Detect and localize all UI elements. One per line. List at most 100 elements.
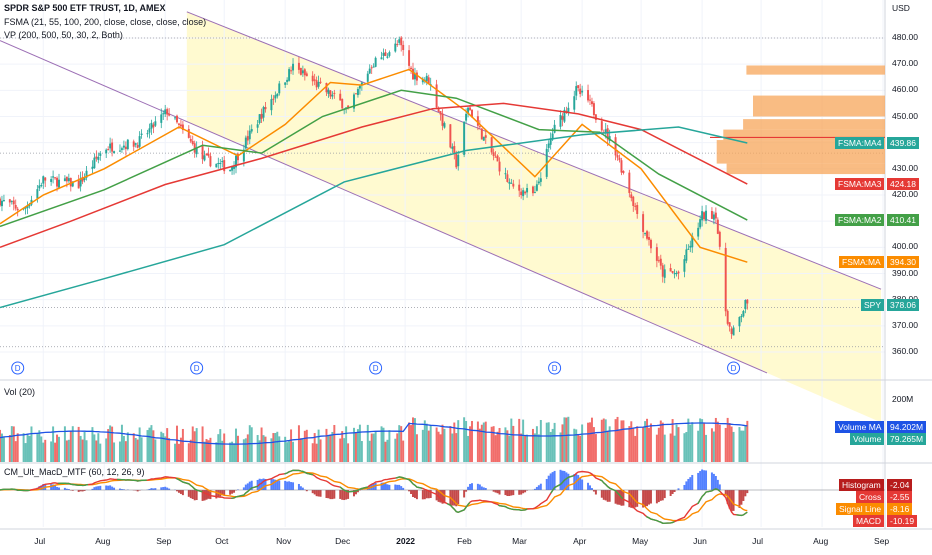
candle-body bbox=[166, 109, 168, 114]
volume-bar bbox=[674, 436, 676, 462]
volume-bar bbox=[93, 434, 95, 462]
candle-body bbox=[207, 154, 209, 156]
candle-body bbox=[719, 232, 721, 247]
volume-bar bbox=[449, 426, 451, 462]
candle-body bbox=[176, 116, 178, 123]
tag-value-spy: 378.06 bbox=[887, 299, 919, 311]
volume-bar bbox=[331, 432, 333, 462]
volume-bar bbox=[538, 434, 540, 462]
volume-bar bbox=[595, 434, 597, 462]
volume-bar bbox=[729, 423, 731, 462]
candle-body bbox=[678, 272, 680, 274]
candle-body bbox=[292, 64, 294, 71]
candle-body bbox=[561, 116, 563, 120]
volume-bar bbox=[86, 440, 88, 462]
candle-body bbox=[660, 259, 662, 266]
macd-histogram-bar bbox=[93, 487, 95, 490]
volume-bar bbox=[105, 438, 107, 462]
candle-body bbox=[111, 143, 113, 152]
candle-body bbox=[369, 69, 371, 74]
macd-histogram-bar bbox=[713, 474, 715, 490]
volume-bar bbox=[408, 423, 410, 462]
candle-body bbox=[231, 167, 233, 171]
volume-bar bbox=[125, 441, 127, 462]
candle-body bbox=[42, 176, 44, 183]
volume-bar bbox=[11, 426, 13, 462]
candle-body bbox=[676, 273, 678, 274]
volume-panel-title: Vol (20) bbox=[4, 387, 35, 397]
candle-body bbox=[587, 90, 589, 100]
candle-body bbox=[137, 145, 139, 148]
candle-body bbox=[339, 94, 341, 101]
volume-bar bbox=[152, 430, 154, 462]
macd-histogram-bar bbox=[325, 490, 327, 498]
volume-bar bbox=[233, 443, 235, 462]
candle-body bbox=[119, 151, 121, 152]
macd-histogram-bar bbox=[331, 490, 333, 499]
volume-bar bbox=[304, 431, 306, 462]
candle-body bbox=[221, 161, 223, 162]
volume-bar bbox=[678, 427, 680, 462]
candle-body bbox=[398, 39, 400, 43]
candle-body bbox=[455, 154, 457, 168]
candle-body bbox=[154, 121, 156, 125]
macd-histogram-bar bbox=[245, 485, 247, 490]
macd-histogram-bar bbox=[290, 482, 292, 490]
candle-body bbox=[329, 90, 331, 96]
macd-histogram-bar bbox=[288, 481, 290, 490]
macd-histogram-bar bbox=[318, 490, 320, 497]
volume-bar bbox=[744, 425, 746, 462]
candle-body bbox=[581, 91, 583, 93]
volume-bar bbox=[676, 425, 678, 462]
macd-histogram-bar bbox=[402, 488, 404, 490]
macd-histogram-bar bbox=[457, 490, 459, 504]
volume-bar bbox=[243, 439, 245, 462]
candle-body bbox=[312, 76, 314, 82]
candle-body bbox=[1, 201, 3, 206]
candle-body bbox=[68, 178, 70, 181]
volume-bar bbox=[603, 418, 605, 462]
macd-histogram-bar bbox=[56, 487, 58, 490]
volume-bar bbox=[672, 419, 674, 462]
candle-body bbox=[141, 134, 143, 135]
candle-body bbox=[15, 205, 17, 209]
macd-histogram-bar bbox=[107, 486, 109, 490]
candle-body bbox=[245, 138, 247, 149]
volume-bar bbox=[579, 436, 581, 462]
price-tick-label: 400.00 bbox=[892, 241, 918, 251]
macd-histogram-bar bbox=[522, 490, 524, 493]
candle-body bbox=[493, 152, 495, 156]
macd-histogram-bar bbox=[453, 490, 455, 506]
volume-bar bbox=[520, 434, 522, 462]
macd-histogram-bar bbox=[180, 490, 182, 494]
candle-body bbox=[744, 300, 746, 309]
macd-histogram-bar bbox=[109, 485, 111, 490]
macd-histogram-bar bbox=[97, 486, 99, 490]
candle-body bbox=[109, 144, 111, 149]
candle-body bbox=[113, 151, 115, 153]
volume-bar bbox=[705, 435, 707, 462]
macd-histogram-bar bbox=[656, 490, 658, 503]
candle-body bbox=[135, 143, 137, 145]
candle-body bbox=[160, 114, 162, 122]
volume-bar bbox=[587, 423, 589, 462]
candle-body bbox=[656, 247, 658, 261]
candle-body bbox=[575, 86, 577, 96]
volume-bar bbox=[206, 439, 208, 462]
volume-bar bbox=[605, 419, 607, 462]
candle-body bbox=[524, 192, 526, 194]
volume-bar bbox=[202, 426, 204, 462]
time-tick-label: Nov bbox=[276, 536, 291, 546]
volume-bar bbox=[166, 428, 168, 462]
volume-bar bbox=[422, 430, 424, 462]
candle-body bbox=[3, 200, 5, 201]
volume-bar bbox=[135, 438, 137, 462]
volume-bar bbox=[286, 442, 288, 462]
candle-body bbox=[560, 115, 562, 127]
candle-body bbox=[442, 114, 444, 126]
candle-body bbox=[40, 185, 42, 186]
macd-histogram-bar bbox=[316, 490, 318, 496]
volume-bar bbox=[430, 425, 432, 462]
macd-histogram-bar bbox=[644, 490, 646, 507]
candle-body bbox=[107, 149, 109, 150]
